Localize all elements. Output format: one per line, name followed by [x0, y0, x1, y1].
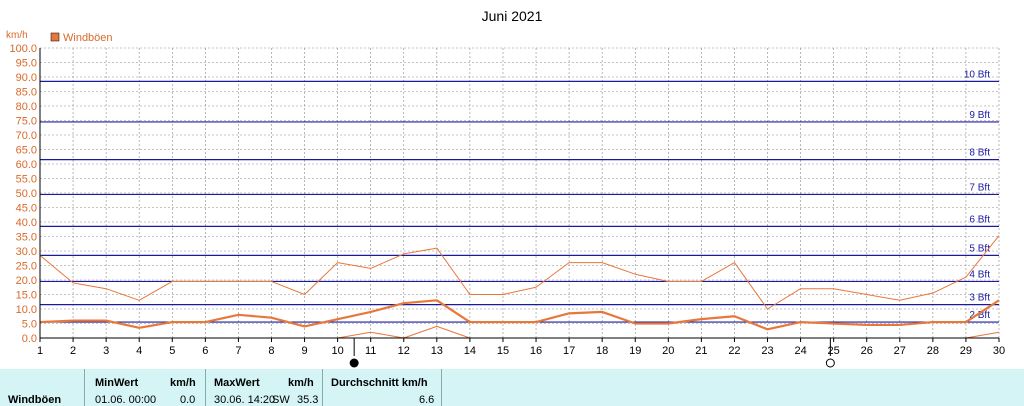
legend-label: Windböen: [63, 32, 113, 44]
y-tick-label: 10.0: [16, 304, 37, 316]
stats-min-cell: MinWert km/h 01.06. 00:00 0.0: [84, 369, 205, 406]
x-tick-label: 2: [70, 345, 76, 357]
max-header: MaxWert: [214, 377, 260, 389]
x-tick-label: 16: [530, 345, 542, 357]
max-value: 35.3: [297, 394, 319, 406]
series-average-line: [39, 299, 1000, 331]
x-tick-label: 19: [629, 345, 641, 357]
x-tick-label: 20: [662, 345, 674, 357]
x-tick-label: 27: [894, 345, 906, 357]
max-direction: SW: [272, 394, 290, 406]
x-tick-label: 10: [331, 345, 343, 357]
x-tick-label: 3: [103, 345, 109, 357]
beaufort-label: 5 Bft: [969, 243, 990, 254]
max-unit: km/h: [288, 377, 314, 389]
y-tick-label: 90.0: [16, 72, 37, 84]
y-tick-label: 50.0: [16, 188, 37, 200]
x-tick-label: 11: [365, 345, 376, 357]
avg-header: Durchschnitt km/h: [331, 377, 428, 389]
x-tick-label: 8: [268, 345, 274, 357]
x-tick-label: 30: [993, 345, 1005, 357]
x-tick-label: 29: [960, 345, 972, 357]
moon-phases: [349, 338, 835, 368]
y-tick-label: 55.0: [16, 174, 37, 186]
y-tick-label: 65.0: [16, 145, 37, 157]
beaufort-label: 2 Bft: [969, 310, 990, 321]
x-tick-label: 21: [695, 345, 707, 357]
stats-max-cell: MaxWert km/h 30.06. 14:20 SW 35.3: [205, 369, 322, 406]
x-tick-label: 17: [563, 345, 575, 357]
axes: [39, 48, 999, 339]
max-date: 30.06. 14:20: [214, 394, 276, 406]
y-tick-label: 30.0: [16, 246, 37, 258]
stats-avg-cell: Durchschnitt km/h 6.6: [322, 369, 442, 406]
min-value: 0.0: [180, 394, 196, 406]
y-tick-label: 20.0: [16, 275, 37, 287]
x-axis-ticks: 1 2 3 4 5 6 7 8 9 10 11 12 13 14 15 16 17 18 19 20 21 22 23 24 2…: [37, 338, 1005, 357]
x-tick-label: 12: [398, 345, 410, 357]
x-tick-label: 1: [37, 345, 43, 357]
min-date: 01.06. 00:00: [95, 394, 157, 406]
y-tick-label: 25.0: [16, 261, 37, 273]
x-tick-label: 7: [235, 345, 241, 357]
beaufort-label: 6 Bft: [969, 214, 990, 225]
y-tick-label: 0.0: [22, 333, 37, 345]
x-tick-label: 26: [861, 345, 873, 357]
y-tick-label: 80.0: [16, 101, 37, 113]
min-header: MinWert: [95, 377, 139, 389]
x-tick-label: 25: [828, 345, 840, 357]
x-tick-label: 13: [431, 345, 443, 357]
y-axis-unit: km/h: [6, 30, 28, 41]
wind-gust-chart: Juni 2021 km/h Windböen 2 Bft 3 Bft 4 Bft 5…: [6, 8, 1005, 368]
y-tick-label: 40.0: [16, 217, 37, 229]
beaufort-label: 8 Bft: [969, 148, 990, 159]
x-tick-label: 15: [497, 345, 509, 357]
y-tick-label: 60.0: [16, 159, 37, 171]
y-tick-label: 70.0: [16, 130, 37, 142]
min-unit: km/h: [170, 377, 196, 389]
x-tick-label: 5: [169, 345, 175, 357]
x-tick-label: 9: [301, 345, 307, 357]
y-tick-label: 15.0: [16, 290, 37, 302]
beaufort-lines: 2 Bft 3 Bft 4 Bft 5 Bft 6 Bft 7 Bft 8 Bft 9 Bft…: [40, 69, 999, 323]
series-max-line: [39, 235, 1000, 310]
beaufort-label: 7 Bft: [969, 182, 990, 193]
y-tick-label: 85.0: [16, 87, 37, 99]
stats-row-label: Windböen: [8, 394, 62, 406]
grid: [39, 47, 1000, 339]
y-tick-label: 75.0: [16, 116, 37, 128]
x-tick-label: 6: [202, 345, 208, 357]
y-tick-label: 45.0: [16, 203, 37, 215]
beaufort-label: 3 Bft: [969, 293, 990, 304]
y-tick-label: 5.0: [22, 319, 37, 331]
beaufort-label: 9 Bft: [969, 110, 990, 121]
x-tick-label: 4: [136, 345, 142, 357]
beaufort-label: 10 Bft: [964, 69, 990, 80]
avg-value: 6.6: [419, 394, 435, 406]
chart-title: Juni 2021: [482, 8, 543, 24]
full-moon-icon: [825, 358, 835, 368]
x-tick-label: 18: [596, 345, 608, 357]
new-moon-icon: [349, 358, 359, 368]
beaufort-label: 4 Bft: [969, 269, 990, 280]
y-tick-label: 95.0: [16, 58, 37, 70]
legend-swatch: [50, 32, 60, 42]
y-tick-label: 35.0: [16, 232, 37, 244]
x-tick-label: 24: [794, 345, 806, 357]
x-tick-label: 23: [761, 345, 773, 357]
y-axis-ticks: 0.0 5.0 10.0 15.0 20.0 25.0 30.0 35.0 40.0 45.0 50…: [9, 43, 37, 345]
x-tick-label: 28: [927, 345, 939, 357]
series-min-line: [40, 325, 1000, 339]
x-tick-label: 14: [464, 345, 476, 357]
stats-table: Windböen MinWert km/h 01.06. 00:00 0.0 M…: [0, 369, 1024, 406]
x-tick-label: 22: [728, 345, 740, 357]
y-tick-label: 100.0: [9, 43, 37, 55]
